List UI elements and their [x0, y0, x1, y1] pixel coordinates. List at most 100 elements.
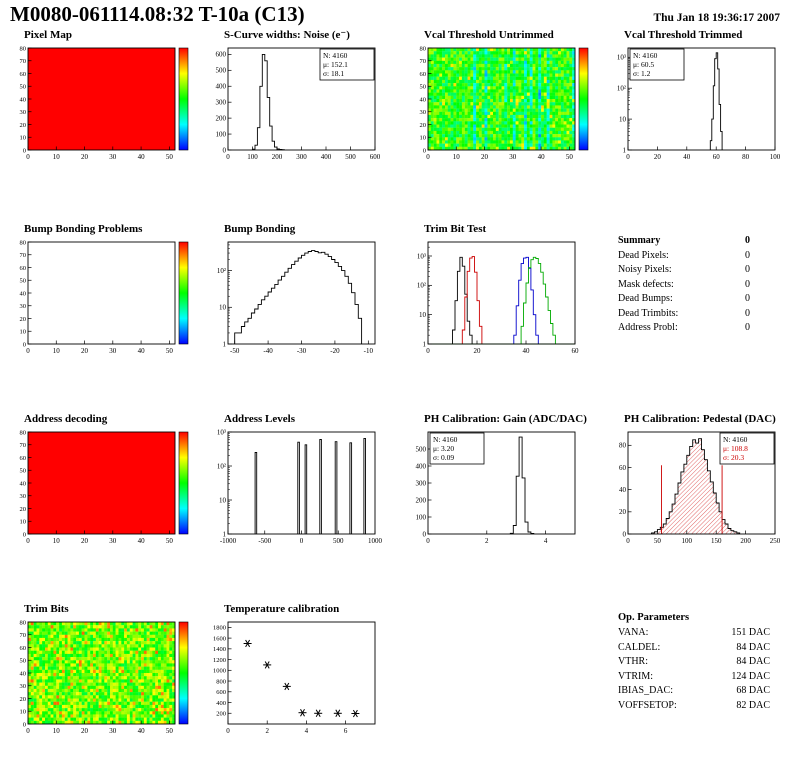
svg-text:10²: 10²: [217, 462, 226, 470]
svg-text:0: 0: [423, 147, 426, 154]
svg-text:400: 400: [216, 83, 227, 91]
chart-title-temperature-calibration: Temperature calibration: [224, 603, 340, 615]
svg-text:0: 0: [23, 531, 26, 538]
svg-text:80: 80: [20, 45, 27, 52]
address-decoding-chart: 0 10 20 30 40 50 0 10 20 30 40 50 60 70 80: [20, 429, 189, 545]
svg-text:400: 400: [216, 700, 226, 707]
op-parameter-row: VTRIM: 124 DAC: [618, 670, 770, 685]
panel-vcal-untrimmed: Vcal Threshold Untrimmed 0 10 20 30 40 50 0 10 2…: [404, 28, 600, 166]
svg-text:40: 40: [420, 96, 427, 103]
svg-text:6: 6: [344, 727, 348, 735]
svg-text:0: 0: [23, 341, 26, 348]
vcal-untrimmed-chart: 0 10 20 30 40 50 0 10 20 30 40 50 60 70 80: [420, 45, 589, 161]
summary-total: 0: [745, 235, 750, 246]
op-parameter-row: VTHR: 84 DAC: [618, 655, 770, 670]
svg-text:0: 0: [23, 721, 26, 728]
svg-text:10: 10: [20, 135, 27, 142]
svg-text:1: 1: [223, 530, 227, 538]
svg-text:N: 4160: N: 4160: [633, 51, 658, 60]
svg-text:20: 20: [654, 153, 662, 161]
svg-text:2: 2: [265, 727, 269, 735]
svg-text:4: 4: [305, 727, 309, 735]
svg-text:60: 60: [713, 153, 721, 161]
svg-text:4: 4: [544, 537, 548, 545]
svg-text:10: 10: [53, 153, 61, 161]
svg-text:500: 500: [416, 445, 427, 453]
op-parameter-value: 68 DAC: [736, 685, 770, 696]
summary-row-value: 0: [745, 278, 750, 290]
svg-text:30: 30: [109, 153, 117, 161]
panel-scurve-noise: S-Curve widths: Noise (e⁻) 0 100 200 300 400…: [204, 28, 400, 166]
page-title: M0080-061114.08:32 T-10a (C13): [10, 2, 305, 26]
op-parameter-label: IBIAS_DAC:: [618, 685, 674, 696]
svg-text:20: 20: [20, 506, 27, 513]
svg-text:1600: 1600: [213, 635, 226, 642]
svg-text:100: 100: [247, 153, 258, 161]
svg-text:10: 10: [20, 709, 27, 716]
op-parameter-row: VANA: 151 DAC: [618, 626, 770, 641]
bump-bonding-problems-chart: 0 10 20 30 40 50 0 10 20 30 40 50 60 70 80: [20, 239, 189, 355]
svg-text:100: 100: [682, 537, 693, 545]
svg-text:0: 0: [26, 537, 30, 545]
svg-text:80: 80: [742, 153, 750, 161]
svg-text:200: 200: [416, 496, 427, 504]
svg-text:-20: -20: [330, 347, 340, 355]
svg-text:20: 20: [481, 153, 489, 161]
svg-text:σ: 0.09: σ: 0.09: [433, 453, 454, 462]
svg-text:0: 0: [426, 153, 430, 161]
op-parameter-value: 84 DAC: [736, 656, 770, 667]
svg-text:10: 10: [53, 727, 61, 735]
svg-text:60: 60: [420, 71, 427, 78]
op-parameters-panel: Op. Parameters VANA: 151 DAC CALDEL: 84 …: [618, 610, 770, 713]
panel-bump-bonding-problems: Bump Bonding Problems 0 10 20 30 40 50 0 10 20 30…: [4, 222, 200, 360]
svg-text:100: 100: [216, 130, 227, 138]
svg-text:150: 150: [711, 537, 722, 545]
svg-text:50: 50: [166, 537, 174, 545]
svg-text:600: 600: [216, 689, 226, 696]
svg-text:20: 20: [20, 696, 27, 703]
svg-text:-40: -40: [263, 347, 273, 355]
panel-vcal-trimmed: Vcal Threshold Trimmed 0 20 40 60 80 100 1 10 10…: [604, 28, 796, 166]
svg-text:40: 40: [138, 537, 146, 545]
svg-text:μ: 60.5: μ: 60.5: [633, 60, 654, 69]
svg-text:70: 70: [20, 58, 27, 65]
chart-title-bump-bonding-problems: Bump Bonding Problems: [24, 223, 143, 235]
svg-text:30: 30: [20, 303, 27, 310]
svg-text:80: 80: [20, 429, 27, 436]
svg-text:0: 0: [626, 153, 630, 161]
summary-title: Summary: [618, 235, 661, 246]
summary-row-label: Dead Pixels:: [618, 249, 669, 261]
svg-text:1800: 1800: [213, 625, 226, 632]
svg-text:20: 20: [81, 727, 89, 735]
op-parameter-value: 124 DAC: [731, 670, 770, 682]
panel-bump-bonding: Bump Bonding -50 -40 -30 -20 -10 1 10 10²: [204, 222, 400, 360]
chart-title-vcal-untrimmed: Vcal Threshold Untrimmed: [424, 29, 554, 41]
svg-text:10²: 10²: [217, 267, 226, 275]
svg-text:80: 80: [20, 239, 27, 246]
svg-text:2: 2: [485, 537, 489, 545]
svg-text:10: 10: [453, 153, 461, 161]
svg-text:20: 20: [81, 153, 89, 161]
summary-row-value: 0: [745, 293, 750, 304]
op-parameter-label: VANA:: [618, 627, 649, 638]
panel-trim-bit-test: Trim Bit Test 0 20 40 60 1 10 10² 10³: [404, 222, 600, 360]
svg-text:0: 0: [626, 537, 630, 545]
op-parameter-label: VTRIM:: [618, 670, 653, 682]
svg-text:40: 40: [683, 153, 691, 161]
svg-text:10: 10: [20, 329, 27, 336]
svg-text:1: 1: [223, 340, 227, 348]
op-parameters-title: Op. Parameters: [618, 612, 690, 623]
panel-temperature-calibration: Temperature calibration 0 2 4 6 200 400 600 800…: [204, 602, 400, 740]
svg-text:-10: -10: [364, 347, 374, 355]
svg-text:μ: 3.20: μ: 3.20: [433, 444, 454, 453]
svg-text:μ: 152.1: μ: 152.1: [323, 60, 348, 69]
svg-text:σ: 1.2: σ: 1.2: [633, 69, 651, 78]
svg-text:50: 50: [20, 658, 27, 665]
svg-text:0: 0: [226, 153, 230, 161]
chart-title-scurve-noise: S-Curve widths: Noise (e⁻): [224, 29, 350, 41]
op-parameter-row: IBIAS_DAC: 68 DAC: [618, 684, 770, 699]
svg-text:70: 70: [20, 252, 27, 259]
